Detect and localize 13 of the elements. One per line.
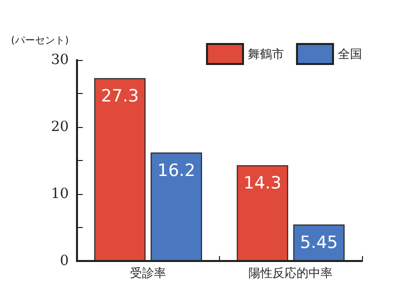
legend-label: 舞鶴市 xyxy=(248,47,284,61)
data-label: 16.2 xyxy=(157,160,196,181)
y-axis-title: (パーセント) xyxy=(10,36,69,46)
y-tick-label: 10 xyxy=(50,186,69,202)
y-tick-label: 0 xyxy=(60,253,69,269)
x-tick-label: 受診率 xyxy=(130,266,166,280)
data-label: 27.3 xyxy=(100,86,139,107)
y-tick-label: 20 xyxy=(50,119,69,135)
y-tick-label: 30 xyxy=(50,52,69,68)
legend-label: 全国 xyxy=(338,47,362,61)
data-label: 14.3 xyxy=(244,174,282,194)
data-label: 5.45 xyxy=(300,232,338,253)
x-tick-label: 陽性反応的中率 xyxy=(248,266,333,280)
